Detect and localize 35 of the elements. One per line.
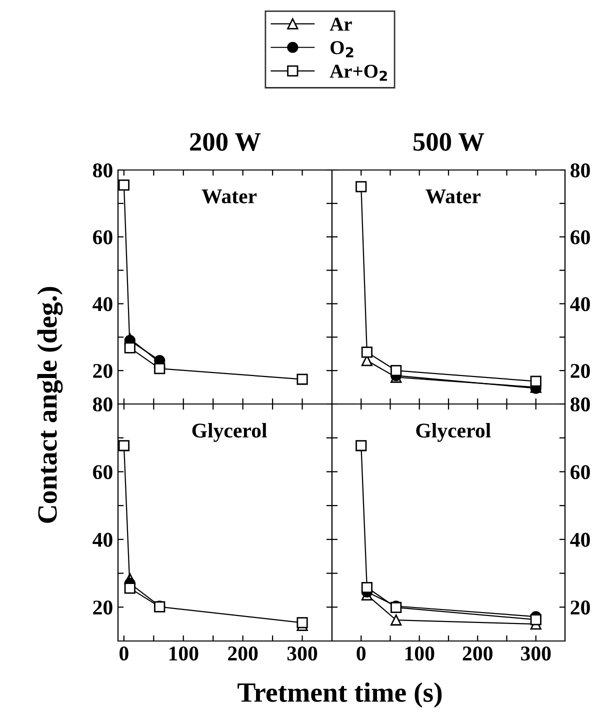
y-tick-label: 40 (92, 297, 112, 312)
y-tick-label: 80 (570, 163, 590, 178)
x-axis-title: Tretment time (s) (238, 682, 442, 708)
annotation: Water (426, 190, 480, 204)
y-tick-label: 20 (570, 364, 590, 378)
y-tick-label: 60 (570, 230, 590, 244)
annotation: Water (202, 190, 257, 204)
y-tick-label: 40 (570, 532, 590, 547)
y-axis-title: Contact angle (deg.) (37, 287, 63, 523)
chart-title: 200 W (190, 133, 261, 151)
x-tick-label: 200 (462, 646, 492, 661)
x-tick-label: 200 (228, 646, 258, 661)
legend-label: Ar (330, 18, 352, 31)
y-tick-label: 80 (93, 397, 112, 412)
y-tick-label: 60 (570, 465, 590, 480)
y-tick-label: 20 (570, 600, 590, 615)
legend-label: O$_{2}$ (330, 41, 354, 58)
y-tick-label: 80 (93, 163, 112, 178)
y-tick-label: 60 (93, 230, 112, 244)
y-tick-label: 80 (570, 397, 590, 412)
annotation: Glycerol (416, 422, 491, 442)
x-tick-label: 0 (356, 646, 366, 661)
y-tick-label: 20 (93, 364, 112, 378)
y-tick-label: 60 (93, 465, 112, 480)
y-tick-label: 40 (570, 297, 590, 312)
chart-title: 500 W (414, 133, 484, 151)
x-tick-label: 300 (521, 646, 551, 661)
annotation: Glycerol (192, 422, 267, 442)
legend-label: Ar+O$_{2}$ (330, 64, 387, 81)
y-tick-label: 40 (92, 532, 112, 547)
x-tick-label: 100 (169, 646, 198, 661)
x-tick-label: 0 (120, 646, 128, 661)
y-tick-label: 20 (93, 600, 112, 615)
x-tick-label: 100 (405, 646, 434, 661)
x-tick-label: 300 (287, 646, 318, 661)
